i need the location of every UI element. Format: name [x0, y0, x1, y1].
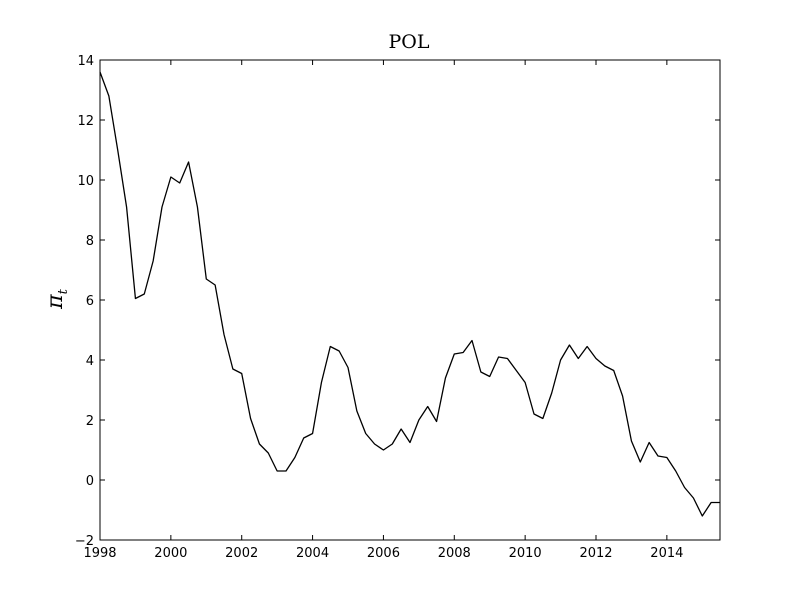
- y-tick-label: 2: [86, 414, 94, 429]
- y-tick-label: 8: [86, 234, 94, 249]
- axis-ticks: [99, 59, 720, 541]
- x-tick-label: 2006: [367, 546, 400, 561]
- x-tick-label: 2002: [225, 546, 258, 561]
- chart-title: POL: [389, 31, 430, 53]
- y-tick-label: 0: [86, 474, 94, 489]
- x-tick-label: 1998: [83, 546, 116, 561]
- x-tick-label: 2008: [438, 546, 471, 561]
- x-tick-label: 2014: [650, 546, 683, 561]
- x-tick-label: 2000: [154, 546, 187, 561]
- y-tick-label: 6: [86, 294, 94, 309]
- y-tick-label: 14: [77, 54, 94, 69]
- y-tick-label: 4: [86, 354, 94, 369]
- axis-tick-labels: 1998 2000 2002 2004 2006 2008 2010 2012 2014 −2 0 2…: [75, 54, 684, 561]
- plot-frame: [99, 59, 721, 541]
- x-tick-label: 2004: [296, 546, 329, 561]
- x-tick-label: 2012: [579, 546, 612, 561]
- y-axis-label: πt: [43, 288, 71, 309]
- y-tick-label: 12: [77, 114, 94, 129]
- series-line: [99, 71, 720, 517]
- y-axis-label-subscript: t: [56, 288, 71, 294]
- y-axis-label-main: π: [43, 294, 68, 310]
- y-tick-label: 10: [77, 174, 94, 189]
- x-tick-label: 2010: [509, 546, 542, 561]
- y-tick-label: −2: [75, 534, 94, 549]
